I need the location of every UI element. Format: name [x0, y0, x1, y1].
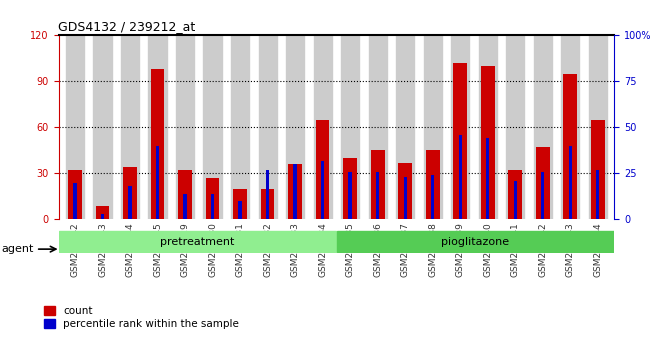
Bar — [453, 63, 467, 219]
Bar — [211, 194, 214, 219]
Text: agent: agent — [1, 244, 34, 254]
Bar — [589, 35, 607, 219]
Bar — [481, 66, 495, 219]
Bar — [286, 35, 304, 219]
Bar — [178, 170, 192, 219]
Bar — [73, 183, 77, 219]
Bar — [370, 150, 385, 219]
Bar — [66, 35, 84, 219]
Bar — [121, 35, 139, 219]
Bar — [316, 120, 330, 219]
Legend: count, percentile rank within the sample: count, percentile rank within the sample — [44, 306, 239, 329]
Bar — [561, 35, 579, 219]
Bar — [591, 120, 604, 219]
Bar — [231, 35, 249, 219]
Bar — [123, 167, 137, 219]
Bar — [176, 35, 194, 219]
Bar — [514, 181, 517, 219]
Bar — [293, 164, 297, 219]
Bar — [369, 35, 387, 219]
Bar — [205, 178, 220, 219]
Bar — [129, 186, 132, 219]
Bar — [426, 150, 439, 219]
Bar — [343, 158, 357, 219]
Bar — [396, 35, 414, 219]
Bar — [233, 189, 247, 219]
Bar — [101, 214, 104, 219]
Bar — [376, 172, 380, 219]
Bar — [203, 35, 222, 219]
Bar — [564, 74, 577, 219]
Bar — [156, 146, 159, 219]
Bar — [151, 69, 164, 219]
Bar — [313, 35, 332, 219]
Bar — [569, 146, 572, 219]
Bar — [239, 201, 242, 219]
Bar — [508, 170, 522, 219]
Bar — [534, 35, 552, 219]
Bar — [596, 170, 599, 219]
Bar — [341, 35, 359, 219]
Bar — [148, 35, 166, 219]
Bar — [348, 172, 352, 219]
Bar — [398, 163, 412, 219]
Text: GDS4132 / 239212_at: GDS4132 / 239212_at — [58, 20, 196, 33]
Bar — [59, 231, 336, 252]
Text: pretreatment: pretreatment — [161, 236, 235, 247]
Bar — [486, 138, 489, 219]
Bar — [404, 177, 407, 219]
Bar — [183, 194, 187, 219]
Bar — [506, 35, 525, 219]
Bar — [68, 170, 82, 219]
Bar — [96, 206, 109, 219]
Bar — [94, 35, 112, 219]
Bar — [536, 147, 550, 219]
Bar — [288, 164, 302, 219]
Bar — [458, 135, 462, 219]
Bar — [431, 175, 434, 219]
Bar — [451, 35, 469, 219]
Text: pioglitazone: pioglitazone — [441, 236, 510, 247]
Bar — [424, 35, 442, 219]
Bar — [266, 170, 269, 219]
Bar — [261, 189, 274, 219]
Bar — [478, 35, 497, 219]
Bar — [541, 172, 544, 219]
Bar — [321, 161, 324, 219]
Bar — [259, 35, 277, 219]
Bar — [337, 231, 614, 252]
